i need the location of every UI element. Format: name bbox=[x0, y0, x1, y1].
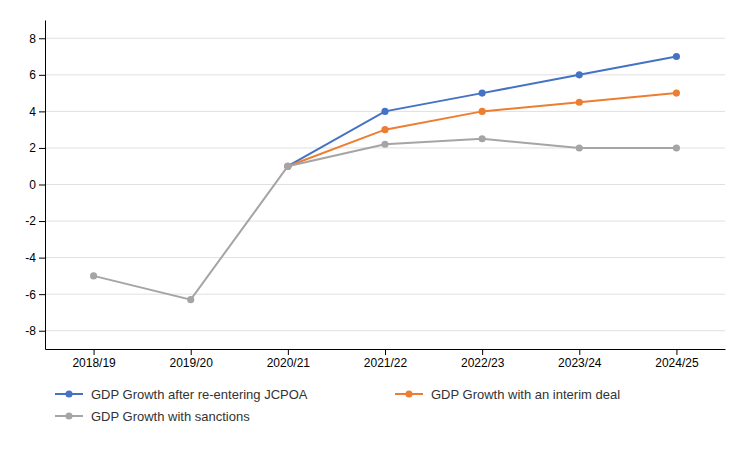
legend: GDP Growth after re-entering JCPOA GDP Gr… bbox=[55, 387, 620, 424]
grid-line bbox=[45, 221, 725, 222]
x-tick: 2020/21 bbox=[267, 349, 311, 370]
marker bbox=[381, 141, 388, 148]
x-tick-mark bbox=[94, 349, 95, 355]
x-tick-label: 2023/24 bbox=[558, 356, 602, 370]
y-tick-label: -8 bbox=[25, 324, 36, 338]
marker bbox=[673, 144, 680, 151]
legend-label: GDP Growth with an interim deal bbox=[431, 387, 620, 402]
x-tick-mark bbox=[676, 349, 677, 355]
y-tick: 6 bbox=[29, 68, 45, 82]
legend-item: GDP Growth after re-entering JCPOA bbox=[55, 387, 308, 402]
x-tick-mark bbox=[385, 349, 386, 355]
y-tick-label: 2 bbox=[29, 141, 36, 155]
legend-label: GDP Growth after re-entering JCPOA bbox=[91, 387, 308, 402]
y-tick-mark bbox=[39, 221, 45, 222]
marker bbox=[479, 108, 486, 115]
marker bbox=[576, 144, 583, 151]
x-tick: 2018/19 bbox=[72, 349, 116, 370]
x-tick: 2023/24 bbox=[558, 349, 602, 370]
y-tick: 2 bbox=[29, 141, 45, 155]
series-line bbox=[288, 93, 677, 166]
y-tick-mark bbox=[39, 258, 45, 259]
x-tick: 2024/25 bbox=[655, 349, 699, 370]
marker bbox=[673, 53, 680, 60]
marker bbox=[284, 163, 291, 170]
x-tick-label: 2020/21 bbox=[267, 356, 311, 370]
series-line bbox=[288, 57, 677, 167]
series-line bbox=[94, 139, 677, 300]
y-tick-mark bbox=[39, 294, 45, 295]
y-tick: -8 bbox=[25, 324, 45, 338]
y-tick: -6 bbox=[25, 288, 45, 302]
marker bbox=[576, 99, 583, 106]
marker bbox=[90, 272, 97, 279]
x-tick-mark bbox=[288, 349, 289, 355]
x-tick: 2021/22 bbox=[364, 349, 408, 370]
chart: -8 -6 -4 -2 0 2 4 6 8 2018/19 2019/20 2020/21 2021/2… bbox=[0, 0, 750, 449]
marker bbox=[381, 108, 388, 115]
legend-marker bbox=[65, 412, 72, 419]
x-axis: 2018/19 2019/20 2020/21 2021/22 2022/23 2023/… bbox=[46, 349, 726, 370]
marker bbox=[381, 126, 388, 133]
y-tick: 0 bbox=[29, 178, 45, 192]
marker bbox=[479, 90, 486, 97]
x-tick-mark bbox=[191, 349, 192, 355]
y-tick-label: 4 bbox=[29, 105, 36, 119]
marker bbox=[187, 296, 194, 303]
y-tick-label: 6 bbox=[29, 68, 36, 82]
x-tick-mark bbox=[482, 349, 483, 355]
y-tick-mark bbox=[39, 38, 45, 39]
x-tick-label: 2021/22 bbox=[364, 356, 408, 370]
y-axis-line bbox=[45, 21, 46, 350]
y-axis: -8 -6 -4 -2 0 2 4 6 8 bbox=[25, 21, 45, 350]
y-tick-mark bbox=[39, 75, 45, 76]
x-tick-label: 2018/19 bbox=[72, 356, 116, 370]
x-tick: 2022/23 bbox=[461, 349, 505, 370]
legend-marker bbox=[65, 390, 72, 397]
legend-item: GDP Growth with an interim deal bbox=[395, 387, 620, 402]
y-tick: 8 bbox=[29, 32, 45, 46]
grid-line bbox=[45, 294, 725, 295]
grid-line bbox=[45, 74, 725, 75]
y-tick-label: 0 bbox=[29, 178, 36, 192]
y-tick-mark bbox=[39, 148, 45, 149]
y-tick-label: -6 bbox=[25, 288, 36, 302]
y-tick-label: 8 bbox=[29, 32, 36, 46]
grid-line bbox=[45, 38, 725, 39]
legend-label: GDP Growth with sanctions bbox=[91, 409, 250, 424]
plot: -8 -6 -4 -2 0 2 4 6 8 2018/19 2019/20 2020/21 2021/2… bbox=[25, 21, 725, 370]
x-tick-mark bbox=[579, 349, 580, 355]
y-tick: 4 bbox=[29, 105, 45, 119]
y-tick: -2 bbox=[25, 214, 45, 228]
grid-line bbox=[45, 257, 725, 258]
x-tick-label: 2019/20 bbox=[170, 356, 214, 370]
y-tick: -4 bbox=[25, 251, 45, 265]
marker bbox=[479, 135, 486, 142]
grid-line bbox=[45, 330, 725, 331]
series-group bbox=[90, 53, 680, 303]
y-tick-mark bbox=[39, 111, 45, 112]
marker bbox=[284, 163, 291, 170]
x-tick-label: 2024/25 bbox=[655, 356, 699, 370]
marker bbox=[576, 71, 583, 78]
y-tick-mark bbox=[39, 185, 45, 186]
grid bbox=[45, 38, 725, 330]
legend-item: GDP Growth with sanctions bbox=[55, 409, 250, 424]
marker bbox=[673, 90, 680, 97]
y-tick-label: -2 bbox=[25, 214, 36, 228]
x-tick: 2019/20 bbox=[170, 349, 214, 370]
legend-marker bbox=[405, 390, 412, 397]
y-tick-label: -4 bbox=[25, 251, 36, 265]
grid-line bbox=[45, 184, 725, 185]
y-tick-mark bbox=[39, 331, 45, 332]
x-tick-label: 2022/23 bbox=[461, 356, 505, 370]
marker bbox=[284, 163, 291, 170]
